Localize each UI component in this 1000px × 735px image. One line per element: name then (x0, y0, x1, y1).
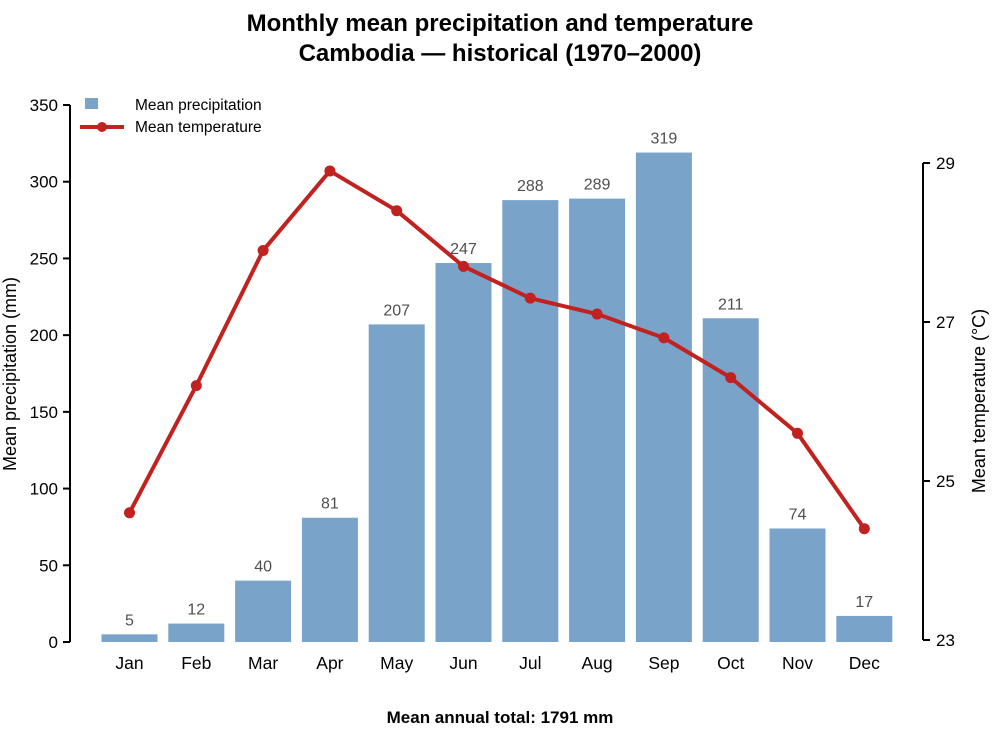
annual-total-annotation: Mean annual total: 1791 mm (387, 708, 614, 727)
right-axis: 23 25 27 29 (922, 154, 955, 650)
bar-value-oct: 211 (718, 296, 744, 313)
chart-subtitle: Cambodia — historical (1970–2000) (299, 40, 702, 67)
left-axis-ticklabel-50: 50 (39, 556, 58, 575)
month-label-jul: Jul (519, 653, 541, 673)
bar-value-apr: 81 (321, 496, 339, 513)
bar-jan (101, 634, 158, 642)
month-label-apr: Apr (316, 653, 343, 673)
bar-nov (769, 528, 826, 642)
bar-value-jul: 288 (517, 178, 544, 195)
left-axis-ticklabel-100: 100 (30, 480, 58, 499)
bar-sep (635, 152, 692, 642)
temp-point-oct (725, 372, 737, 384)
month-label-jun: Jun (449, 653, 477, 673)
bar-value-aug: 289 (584, 177, 611, 194)
precipitation-value-labels: 5 12 40 81 207 247 288 289 319 211 74 17 (125, 131, 873, 630)
bar-apr (301, 517, 358, 642)
legend: Mean precipitation Mean temperature (80, 97, 262, 136)
month-label-may: May (380, 653, 413, 673)
month-label-oct: Oct (717, 653, 744, 673)
temp-point-jan (124, 507, 135, 519)
legend-temperature-label: Mean temperature (135, 119, 262, 136)
temp-point-mar (257, 244, 269, 256)
chart-title: Monthly mean precipitation and temperatu… (247, 10, 754, 37)
bar-may (368, 324, 425, 642)
bar-value-sep: 319 (651, 131, 678, 148)
temp-point-sep (658, 332, 670, 344)
temperature-polyline (127, 168, 867, 531)
bar-dec (836, 615, 893, 642)
month-label-nov: Nov (782, 653, 813, 673)
bar-aug (569, 198, 626, 642)
month-label-feb: Feb (181, 653, 211, 673)
month-label-mar: Mar (248, 653, 278, 673)
month-label-aug: Aug (582, 653, 613, 673)
legend-temperature-dot (97, 122, 107, 132)
left-axis-ticklabel-200: 200 (30, 326, 58, 345)
right-axis-title: Mean temperature (°C) (969, 309, 989, 493)
temp-point-aug (591, 308, 603, 320)
left-axis-ticklabel-350: 350 (30, 96, 58, 115)
bar-jul (502, 200, 559, 642)
precipitation-bars (101, 152, 893, 642)
temp-point-jun (458, 260, 469, 272)
bar-value-nov: 74 (789, 506, 807, 523)
legend-precipitation-swatch (85, 98, 98, 109)
temp-point-nov (792, 427, 803, 439)
right-axis-ticklabel-27: 27 (936, 313, 955, 332)
month-label-jan: Jan (115, 653, 143, 673)
temp-point-dec (858, 523, 870, 535)
right-axis-ticklabel-23: 23 (936, 631, 955, 650)
left-axis-ticklabel-0: 0 (49, 633, 58, 652)
month-label-dec: Dec (849, 653, 880, 673)
month-axis-labels: Jan Feb Mar Apr May Jun Jul Aug Sep Oct Nov Dec (115, 653, 880, 673)
right-axis-ticklabel-25: 25 (936, 472, 955, 491)
bar-mar (235, 580, 292, 642)
temp-point-may (391, 205, 403, 217)
month-label-sep: Sep (648, 653, 679, 673)
left-axis-title: Mean precipitation (mm) (0, 277, 20, 471)
bar-jun (435, 263, 492, 642)
temp-point-jul (524, 292, 536, 304)
left-axis-ticklabel-150: 150 (30, 403, 58, 422)
bar-value-jun: 247 (450, 241, 477, 258)
bar-value-mar: 40 (254, 559, 272, 576)
legend-precipitation-label: Mean precipitation (135, 97, 262, 114)
temp-point-apr (324, 165, 336, 177)
left-axis: 0 50 100 150 200 250 300 350 (30, 96, 71, 652)
bar-value-feb: 12 (187, 602, 205, 619)
bar-value-dec: 17 (855, 594, 873, 611)
temp-point-feb (190, 380, 202, 392)
left-axis-ticklabel-300: 300 (30, 173, 58, 192)
bar-value-may: 207 (383, 302, 410, 319)
left-axis-ticklabel-250: 250 (30, 249, 58, 268)
temperature-line (124, 165, 870, 535)
right-axis-ticklabel-29: 29 (936, 154, 955, 173)
bar-value-jan: 5 (125, 612, 134, 629)
bar-feb (168, 623, 225, 642)
